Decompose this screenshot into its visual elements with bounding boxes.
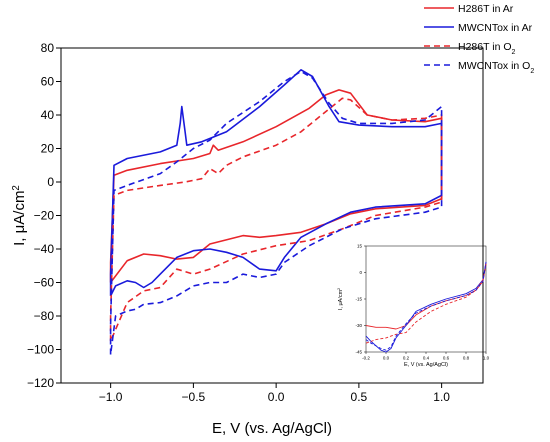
y-tick-label: −80 bbox=[34, 309, 55, 323]
series-line-1 bbox=[365, 261, 487, 353]
x-tick-label: 0.0 bbox=[383, 356, 390, 361]
x-tick-label: −1.0 bbox=[99, 390, 123, 404]
plot-frame bbox=[60, 47, 484, 384]
y-tick-label: -15 bbox=[355, 297, 362, 302]
y-axis-label: I, μA/cm2 bbox=[11, 185, 29, 246]
y-tick-label: −20 bbox=[34, 209, 55, 223]
y-tick-label: 20 bbox=[41, 142, 55, 156]
legend-label-2: H286T in O2 bbox=[458, 41, 516, 56]
y-tick-label: −40 bbox=[34, 242, 55, 256]
x-axis-label: E, V (vs. Ag/AgCl) bbox=[212, 420, 332, 437]
y-tick-label: 40 bbox=[41, 108, 55, 122]
series-line-3 bbox=[109, 70, 443, 355]
plot-frame bbox=[365, 245, 487, 353]
series-line-1 bbox=[109, 69, 443, 297]
series-line-2 bbox=[109, 97, 443, 342]
y-tick-label: 80 bbox=[41, 41, 55, 55]
series-line-0 bbox=[109, 89, 443, 283]
x-tick-label: 1.0 bbox=[483, 356, 490, 361]
series-line-3 bbox=[365, 261, 487, 351]
inset-plot: -0.2 0.0 0.2 0.4 0.6 0.8 1.0 -45 -30 -15 0 15 E, V (… bbox=[337, 244, 490, 368]
legend-label-0: H286T in Ar bbox=[458, 3, 514, 15]
x-tick-label: 1.0 bbox=[433, 390, 450, 404]
y-tick-label: 60 bbox=[41, 75, 55, 89]
y-tick-label: 15 bbox=[357, 244, 363, 249]
legend: H286T in Ar MWCNTox in Ar H286T in O2 MWCNT… bbox=[424, 3, 534, 75]
series-line-2 bbox=[365, 263, 487, 344]
x-tick-label: 0.2 bbox=[403, 356, 410, 361]
x-axis-label: E, V (vs. Ag/AgCl) bbox=[404, 362, 448, 368]
y-tick-label: 0 bbox=[359, 270, 362, 275]
y-axis-label: I, μA/cm2 bbox=[337, 288, 344, 310]
x-tick-label: 0.6 bbox=[443, 356, 450, 361]
main-plot: −1.0 −0.5 0.0 0.5 1.0 −120 −100 −80 −60 −40 −20 0 20… bbox=[11, 41, 484, 437]
y-tick-label: -45 bbox=[355, 350, 362, 355]
y-tick-label: −60 bbox=[34, 276, 55, 290]
y-tick-label: −100 bbox=[27, 343, 54, 357]
x-tick-label: 0.4 bbox=[423, 356, 430, 361]
y-tick-label: 0 bbox=[47, 175, 54, 189]
x-tick-label: -0.2 bbox=[362, 356, 370, 361]
series-line-0 bbox=[365, 263, 487, 330]
x-tick-label: 0.8 bbox=[463, 356, 470, 361]
x-tick-label: 0.0 bbox=[268, 390, 285, 404]
legend-label-3: MWCNTox in O2 bbox=[458, 60, 534, 75]
legend-label-1: MWCNTox in Ar bbox=[458, 22, 533, 34]
x-tick-label: 0.5 bbox=[351, 390, 368, 404]
y-tick-label: -30 bbox=[355, 323, 362, 328]
x-tick-label: −0.5 bbox=[182, 390, 206, 404]
y-tick-label: −120 bbox=[27, 376, 54, 390]
